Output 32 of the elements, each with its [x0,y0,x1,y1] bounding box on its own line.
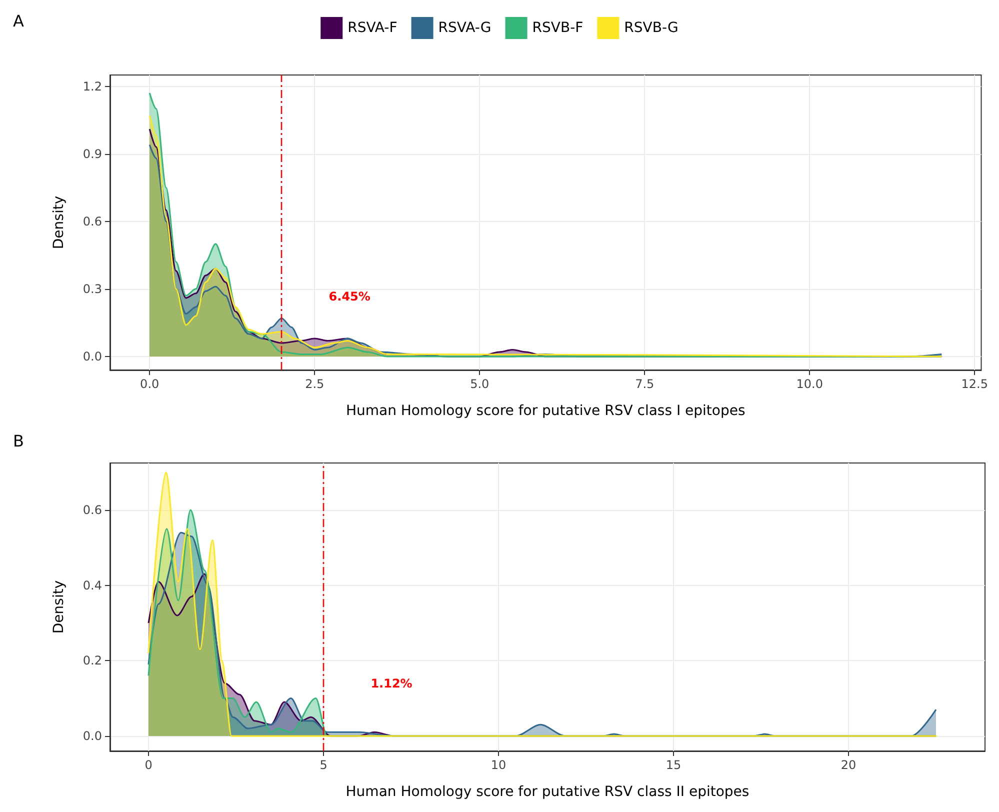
legend-label: RSVB-G [624,20,678,36]
y-tick-label: 0.3 [82,282,102,296]
y-tick-label: 1.2 [82,79,102,94]
x-tick-label: 5.0 [470,377,490,391]
chart-title: A [13,12,24,30]
chart-title: B [13,432,24,450]
x-tick-label: 10.0 [796,377,823,391]
y-tick-label: 0.6 [82,503,102,518]
x-tick-label: 0.0 [140,377,160,391]
x-tick-label: 5 [320,758,328,772]
y-axis-title: Density [51,196,67,250]
x-tick-label: 20 [840,758,856,772]
x-tick-label: 10 [490,758,506,772]
x-axis-title: Human Homology score for putative RSV class I epitopes [346,403,746,419]
legend-label: RSVA-F [348,20,398,36]
x-tick-label: 0 [144,758,152,772]
y-tick-label: 0.0 [82,349,102,364]
legend-label: RSVA-G [438,20,492,36]
annotation: 6.45% [328,289,370,304]
y-tick-label: 0.6 [82,214,102,228]
legend-label: RSVB-F [532,20,584,36]
y-axis-title: Density [51,580,67,634]
x-tick-label: 2.5 [305,377,324,391]
x-tick-label: 12.5 [961,377,988,391]
annotation: 1.12% [370,676,412,690]
x-tick-label: 15 [666,758,682,772]
y-tick-label: 0.0 [82,728,102,743]
y-tick-label: 0.4 [82,578,102,592]
x-tick-label: 7.5 [635,377,654,391]
y-tick-label: 0.2 [82,654,102,668]
x-axis-title: Human Homology score for putative RSV class II epitopes [346,784,750,800]
y-tick-label: 0.9 [82,146,102,161]
